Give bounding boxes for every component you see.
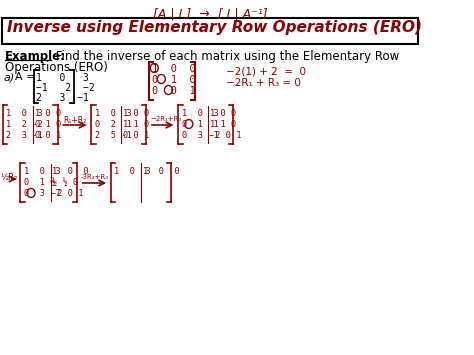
Text: 0 1 0: 0 1 0 <box>35 120 61 129</box>
Text: -2 0 1: -2 0 1 <box>210 131 242 140</box>
Text: 0 0 1: 0 0 1 <box>35 131 61 140</box>
Text: 1 1 0: 1 1 0 <box>123 120 149 129</box>
Text: -3R₂+R₃: -3R₂+R₃ <box>81 174 109 180</box>
Text: −2(1) + 2  =  0: −2(1) + 2 = 0 <box>226 66 306 76</box>
FancyBboxPatch shape <box>2 18 419 44</box>
Text: ½R₂: ½R₂ <box>1 173 18 182</box>
Text: 1 0 0: 1 0 0 <box>123 109 149 118</box>
Text: Example:: Example: <box>5 50 66 63</box>
Text: 2   3  −1: 2 3 −1 <box>36 93 89 103</box>
Text: Find the inverse of each matrix using the Elementary Row: Find the inverse of each matrix using th… <box>52 50 400 63</box>
Text: R₁+R₂: R₁+R₂ <box>63 116 86 125</box>
Text: 1  2 -2: 1 2 -2 <box>6 120 43 129</box>
Text: 2  5 -1: 2 5 -1 <box>95 131 132 140</box>
Text: A =: A = <box>15 72 36 82</box>
Text: 1  0  0: 1 0 0 <box>152 64 195 74</box>
Text: 1  0  3: 1 0 3 <box>114 167 151 176</box>
Text: -2 0 1: -2 0 1 <box>52 189 84 198</box>
Text: 1  0  3: 1 0 3 <box>24 167 61 176</box>
Text: [A | I ]  →  [ I | A⁻¹]: [A | I ] → [ I | A⁻¹] <box>153 8 267 21</box>
Text: 0 0 1: 0 0 1 <box>123 131 149 140</box>
Text: 0  1  1: 0 1 1 <box>182 120 219 129</box>
Text: 1  0  3: 1 0 3 <box>182 109 219 118</box>
Text: 0  1  0: 0 1 0 <box>152 75 195 85</box>
Text: 1 0 0: 1 0 0 <box>210 109 237 118</box>
Text: 0  0  1: 0 0 1 <box>152 86 195 96</box>
Text: 0  3 -7: 0 3 -7 <box>24 189 61 198</box>
Text: 1  0  0: 1 0 0 <box>52 167 89 176</box>
Text: 2  3 -1: 2 3 -1 <box>6 131 43 140</box>
Text: 1  0  3: 1 0 3 <box>95 109 132 118</box>
Text: 1  0  3: 1 0 3 <box>6 109 43 118</box>
Text: 0  2  1: 0 2 1 <box>95 120 132 129</box>
Text: Operations (ERO): Operations (ERO) <box>5 61 108 74</box>
Text: a): a) <box>3 72 15 82</box>
Text: 1 1 0: 1 1 0 <box>210 120 237 129</box>
Text: −2R₁+R₃: −2R₁+R₃ <box>150 116 181 122</box>
Text: 1   0   3: 1 0 3 <box>36 73 89 83</box>
Text: 1 0 0: 1 0 0 <box>35 109 61 118</box>
Text: 0  3 -1: 0 3 -1 <box>182 131 219 140</box>
Text: 1  0  0: 1 0 0 <box>143 167 180 176</box>
Text: 0  1 ½: 0 1 ½ <box>24 178 55 187</box>
Text: −2R₁ + R₃ = 0: −2R₁ + R₃ = 0 <box>226 78 301 88</box>
Text: −1   2  −2: −1 2 −2 <box>36 83 95 93</box>
Text: Inverse using Elementary Row Operations (ERO): Inverse using Elementary Row Operations … <box>7 20 422 35</box>
Text: ½ ½ 0: ½ ½ 0 <box>52 178 79 187</box>
